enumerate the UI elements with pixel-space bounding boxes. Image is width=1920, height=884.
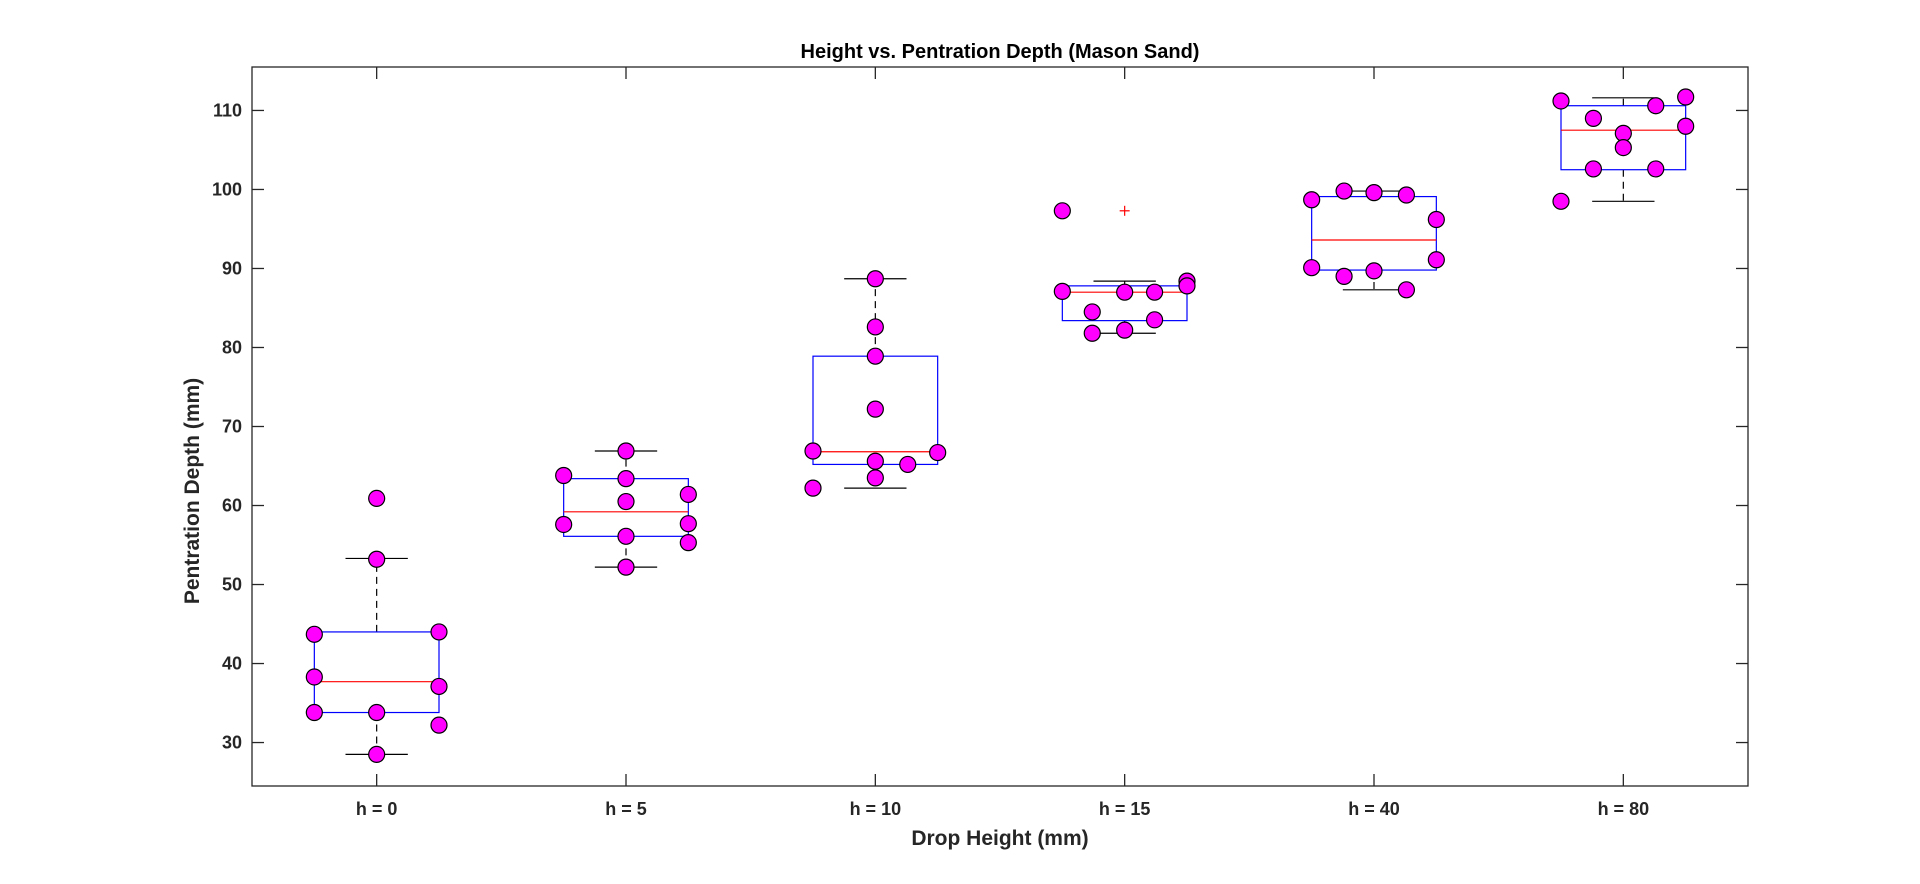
data-point bbox=[1677, 88, 1695, 106]
data-point bbox=[1427, 251, 1445, 269]
data-point bbox=[1083, 303, 1101, 321]
axes-frame bbox=[251, 66, 1749, 787]
data-point bbox=[368, 703, 386, 722]
data-point bbox=[305, 703, 323, 722]
data-point bbox=[804, 442, 822, 460]
data-point bbox=[305, 625, 323, 643]
x-tick-label: h = 10 bbox=[850, 799, 902, 819]
data-point bbox=[866, 400, 884, 418]
data-point bbox=[1145, 311, 1164, 329]
data-point bbox=[368, 745, 386, 763]
data-point bbox=[1335, 267, 1353, 285]
data-point bbox=[1303, 259, 1321, 277]
data-point bbox=[1584, 160, 1603, 178]
x-tick-label: h = 5 bbox=[605, 799, 647, 819]
y-tick-label: 100 bbox=[212, 179, 242, 199]
x-axis-label: Drop Height (mm) bbox=[911, 827, 1088, 850]
data-point bbox=[617, 442, 635, 460]
data-point bbox=[1303, 191, 1321, 209]
y-tick-label: 70 bbox=[222, 417, 242, 437]
data-point bbox=[1145, 283, 1164, 301]
data-point bbox=[1116, 321, 1134, 339]
data-point bbox=[555, 515, 573, 534]
data-point bbox=[679, 534, 697, 552]
data-point bbox=[1116, 283, 1134, 301]
data-point bbox=[1365, 184, 1383, 202]
iqr-box bbox=[1560, 105, 1687, 171]
data-point bbox=[866, 347, 884, 365]
data-point bbox=[1053, 282, 1071, 300]
data-point bbox=[617, 470, 635, 488]
data-point bbox=[430, 623, 448, 641]
data-point bbox=[1053, 202, 1071, 220]
data-point bbox=[1397, 186, 1416, 204]
data-point bbox=[899, 455, 917, 474]
data-point bbox=[617, 558, 635, 576]
y-tick-label: 90 bbox=[222, 258, 242, 278]
data-point bbox=[929, 443, 947, 462]
data-point bbox=[1397, 281, 1416, 299]
data-point bbox=[617, 527, 635, 545]
x-tick-label: h = 0 bbox=[356, 799, 398, 819]
y-tick-label: 40 bbox=[222, 654, 242, 674]
data-point bbox=[555, 466, 573, 485]
data-point bbox=[1614, 138, 1632, 157]
data-point bbox=[1584, 109, 1603, 127]
data-point bbox=[1647, 160, 1665, 178]
data-point bbox=[804, 479, 822, 497]
chart-title: Height vs. Pentration Depth (Mason Sand) bbox=[801, 41, 1200, 63]
data-point bbox=[1335, 182, 1353, 200]
x-tick-label: h = 40 bbox=[1348, 799, 1400, 819]
y-tick-label: 50 bbox=[222, 575, 242, 595]
data-point bbox=[430, 677, 448, 696]
data-point bbox=[1677, 117, 1695, 135]
data-point bbox=[617, 492, 635, 511]
data-point bbox=[430, 716, 448, 734]
y-axis-label: Pentration Depth (mm) bbox=[181, 378, 204, 604]
data-point bbox=[866, 318, 884, 336]
data-point bbox=[1647, 97, 1665, 115]
iqr-box bbox=[313, 631, 440, 714]
data-point bbox=[368, 550, 386, 568]
data-point bbox=[1178, 277, 1196, 295]
data-point bbox=[679, 515, 697, 533]
data-point bbox=[1614, 124, 1632, 142]
y-tick-label: 30 bbox=[222, 733, 242, 753]
x-tick-label: h = 15 bbox=[1099, 799, 1151, 819]
y-tick-label: 110 bbox=[213, 100, 242, 120]
data-point bbox=[368, 489, 386, 507]
data-point bbox=[866, 469, 884, 487]
data-point bbox=[305, 668, 323, 686]
data-point bbox=[1365, 262, 1383, 280]
data-point bbox=[1427, 210, 1445, 229]
data-point bbox=[866, 270, 884, 288]
x-tick-label: h = 80 bbox=[1598, 799, 1650, 819]
plot-area: 30 40 50 60 70 80 90 100 110 h = 0 h = 5 h = 10 h = … bbox=[212, 66, 1749, 819]
data-point bbox=[866, 452, 884, 470]
data-point bbox=[1552, 92, 1570, 110]
data-point bbox=[1552, 192, 1570, 210]
iqr-box bbox=[1311, 195, 1437, 271]
y-tick-label: 60 bbox=[222, 496, 242, 516]
data-point bbox=[1083, 324, 1101, 342]
data-point bbox=[679, 485, 697, 504]
y-tick-label: 80 bbox=[222, 337, 242, 357]
